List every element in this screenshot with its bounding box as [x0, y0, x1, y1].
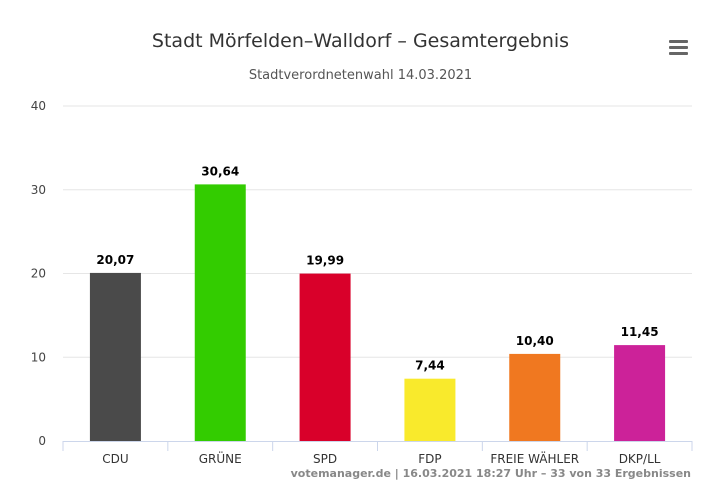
x-tick-label: FDP: [418, 452, 441, 466]
x-tick-label: GRÜNE: [199, 450, 242, 466]
data-label: 19,99: [306, 254, 344, 268]
data-label: 10,40: [516, 334, 554, 348]
data-label: 20,07: [96, 253, 134, 267]
data-label: 30,64: [201, 164, 239, 178]
chart-subtitle: Stadtverordnetenwahl 14.03.2021: [248, 68, 473, 83]
bar-fdp[interactable]: [404, 378, 456, 441]
y-tick-label: 20: [31, 267, 46, 281]
y-tick-label: 30: [31, 183, 46, 197]
x-tick-label: SPD: [313, 452, 337, 466]
bar-cdu[interactable]: [89, 272, 141, 441]
x-tick-label: FREIE WÄHLER: [490, 451, 579, 466]
bar-grüne[interactable]: [194, 184, 246, 441]
bar-freie-wähler[interactable]: [509, 353, 561, 441]
y-tick-label: 10: [31, 350, 46, 364]
bar-spd[interactable]: [299, 273, 351, 441]
hamburger-menu-icon[interactable]: [666, 36, 692, 58]
y-tick-label: 40: [31, 99, 46, 113]
chart-title: Stadt Mörfelden–Walldorf – Gesamtergebni…: [151, 30, 570, 52]
x-tick-label: DKP/LL: [619, 452, 661, 466]
x-tick-label: CDU: [102, 452, 128, 466]
chart-credits[interactable]: votemanager.de | 16.03.2021 18:27 Uhr – …: [290, 467, 691, 480]
data-label: 11,45: [621, 325, 659, 339]
bar-dkp-ll[interactable]: [614, 345, 666, 441]
data-label: 7,44: [415, 359, 445, 373]
y-tick-label: 0: [38, 434, 46, 448]
